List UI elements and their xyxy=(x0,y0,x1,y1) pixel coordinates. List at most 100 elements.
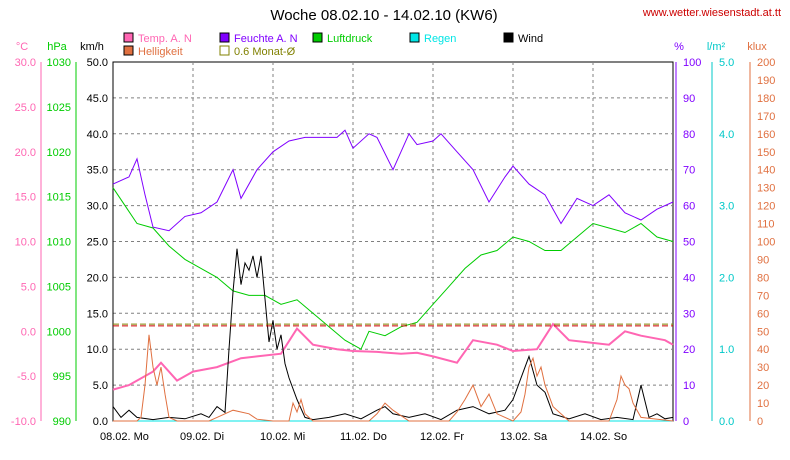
axis-tick-hum: 30 xyxy=(683,308,695,320)
axis-tick-wind: 50.0 xyxy=(87,57,108,69)
axis-tick-lux: 150 xyxy=(757,147,775,159)
axis-tick-wind: 30.0 xyxy=(87,201,108,213)
axis-tick-temp: 0.0 xyxy=(21,326,36,338)
axis-tick-rain: 0.0 xyxy=(719,416,734,428)
axis-tick-press: 1030 xyxy=(47,57,71,69)
axis-tick-press: 1000 xyxy=(47,326,71,338)
axis-tick-press: 1010 xyxy=(47,237,71,249)
axis-tick-lux: 160 xyxy=(757,129,775,141)
source-link[interactable]: www.wetter.wiesenstadt.at.tt xyxy=(642,7,781,19)
series-line-5 xyxy=(113,334,674,422)
axis-tick-rain: 2.0 xyxy=(719,272,734,284)
axis-tick-lux: 20 xyxy=(757,380,769,392)
x-tick-label: 10.02. Mi xyxy=(260,431,305,443)
plot-area xyxy=(112,129,674,422)
axis-tick-hum: 20 xyxy=(683,344,695,356)
legend-swatch xyxy=(219,45,230,56)
axis-tick-temp: 30.0 xyxy=(15,57,36,69)
axis-tick-lux: 190 xyxy=(757,75,775,87)
axis-tick-wind: 25.0 xyxy=(87,237,108,249)
legend-label: Wind xyxy=(518,33,543,45)
legend-label: Helligkeit xyxy=(138,46,183,58)
series-line-2 xyxy=(112,187,674,350)
axis-tick-hum: 90 xyxy=(683,93,695,105)
axis-tick-hum: 0 xyxy=(683,416,689,428)
x-tick-label: 11.02. Do xyxy=(340,431,387,443)
axis-tick-lux: 40 xyxy=(757,344,769,356)
axis-tick-hum: 100 xyxy=(683,57,701,69)
axis-tick-lux: 170 xyxy=(757,111,775,123)
axis-tick-wind: 40.0 xyxy=(87,129,108,141)
axis-tick-wind: 20.0 xyxy=(87,272,108,284)
chart-title: Woche 08.02.10 - 14.02.10 (KW6) xyxy=(270,7,497,24)
legend-swatch xyxy=(312,32,323,43)
axis-tick-hum: 80 xyxy=(683,129,695,141)
legend-label: Luftdruck xyxy=(327,33,373,45)
series-line-1 xyxy=(112,129,674,232)
x-tick-label: 13.02. Sa xyxy=(500,431,548,443)
legend-swatch xyxy=(123,45,134,56)
axis-unit-lux: klux xyxy=(747,41,767,53)
axis-tick-temp: 20.0 xyxy=(15,147,36,159)
axis-unit-hum: % xyxy=(674,41,684,53)
axis-unit-rain: l/m² xyxy=(707,41,726,53)
axis-tick-hum: 50 xyxy=(683,237,695,249)
x-tick-label: 14.02. So xyxy=(580,431,627,443)
legend-swatch xyxy=(123,32,134,43)
x-tick-label: 09.02. Di xyxy=(180,431,224,443)
axis-tick-press: 990 xyxy=(53,416,71,428)
axis-tick-wind: 45.0 xyxy=(87,93,108,105)
axis-tick-lux: 50 xyxy=(757,326,769,338)
axis-tick-wind: 35.0 xyxy=(87,165,108,177)
axis-tick-temp: 15.0 xyxy=(15,192,36,204)
axis-tick-temp: 25.0 xyxy=(15,102,36,114)
axis-tick-wind: 5.0 xyxy=(93,380,108,392)
axis-tick-lux: 140 xyxy=(757,165,775,177)
axis-tick-temp: -5.0 xyxy=(17,371,36,383)
legend-swatch xyxy=(503,32,514,43)
legend-label: Feuchte A. N xyxy=(234,33,298,45)
axis-tick-lux: 110 xyxy=(757,219,775,231)
axis-tick-press: 1015 xyxy=(47,192,71,204)
axes: 08.02. Mo 09.02. Di 10.02. Mi 11.02. Do 12.0… xyxy=(11,41,775,443)
series-line-4 xyxy=(112,248,674,421)
axis-tick-hum: 10 xyxy=(683,380,695,392)
axis-tick-rain: 1.0 xyxy=(719,344,734,356)
axis-unit-press: hPa xyxy=(47,41,67,53)
axis-tick-lux: 30 xyxy=(757,362,769,374)
axis-tick-press: 995 xyxy=(53,371,71,383)
axis-tick-rain: 4.0 xyxy=(719,129,734,141)
legend-swatch xyxy=(219,32,230,43)
axis-tick-hum: 70 xyxy=(683,165,695,177)
axis-tick-temp: -10.0 xyxy=(11,416,36,428)
axis-tick-hum: 40 xyxy=(683,272,695,284)
axis-tick-hum: 60 xyxy=(683,201,695,213)
axis-tick-wind: 10.0 xyxy=(87,344,108,356)
legend-label: Regen xyxy=(424,33,456,45)
legend-label: 0.6 Monat-Ø xyxy=(234,46,296,58)
axis-tick-lux: 90 xyxy=(757,254,769,266)
axis-tick-lux: 120 xyxy=(757,201,775,213)
axis-tick-lux: 0 xyxy=(757,416,763,428)
axis-tick-rain: 3.0 xyxy=(719,201,734,213)
legend: Temp. A. N Feuchte A. N Luftdruck Regen Wind… xyxy=(123,32,543,58)
series-line-0 xyxy=(112,322,674,391)
axis-tick-rain: 5.0 xyxy=(719,57,734,69)
axis-tick-press: 1025 xyxy=(47,102,71,114)
axis-tick-lux: 10 xyxy=(757,398,769,410)
axis-tick-lux: 100 xyxy=(757,237,775,249)
axis-tick-wind: 0.0 xyxy=(93,416,108,428)
axis-tick-temp: 10.0 xyxy=(15,237,36,249)
axis-tick-lux: 70 xyxy=(757,290,769,302)
axis-unit-wind: km/h xyxy=(80,41,104,53)
axis-tick-press: 1020 xyxy=(47,147,71,159)
axis-tick-wind: 15.0 xyxy=(87,308,108,320)
axis-tick-temp: 5.0 xyxy=(21,281,36,293)
axis-tick-lux: 80 xyxy=(757,272,769,284)
axis-tick-press: 1005 xyxy=(47,281,71,293)
axis-tick-lux: 200 xyxy=(757,57,775,69)
x-tick-label: 08.02. Mo xyxy=(100,431,149,443)
legend-label: Temp. A. N xyxy=(138,33,192,45)
legend-swatch xyxy=(409,32,420,43)
